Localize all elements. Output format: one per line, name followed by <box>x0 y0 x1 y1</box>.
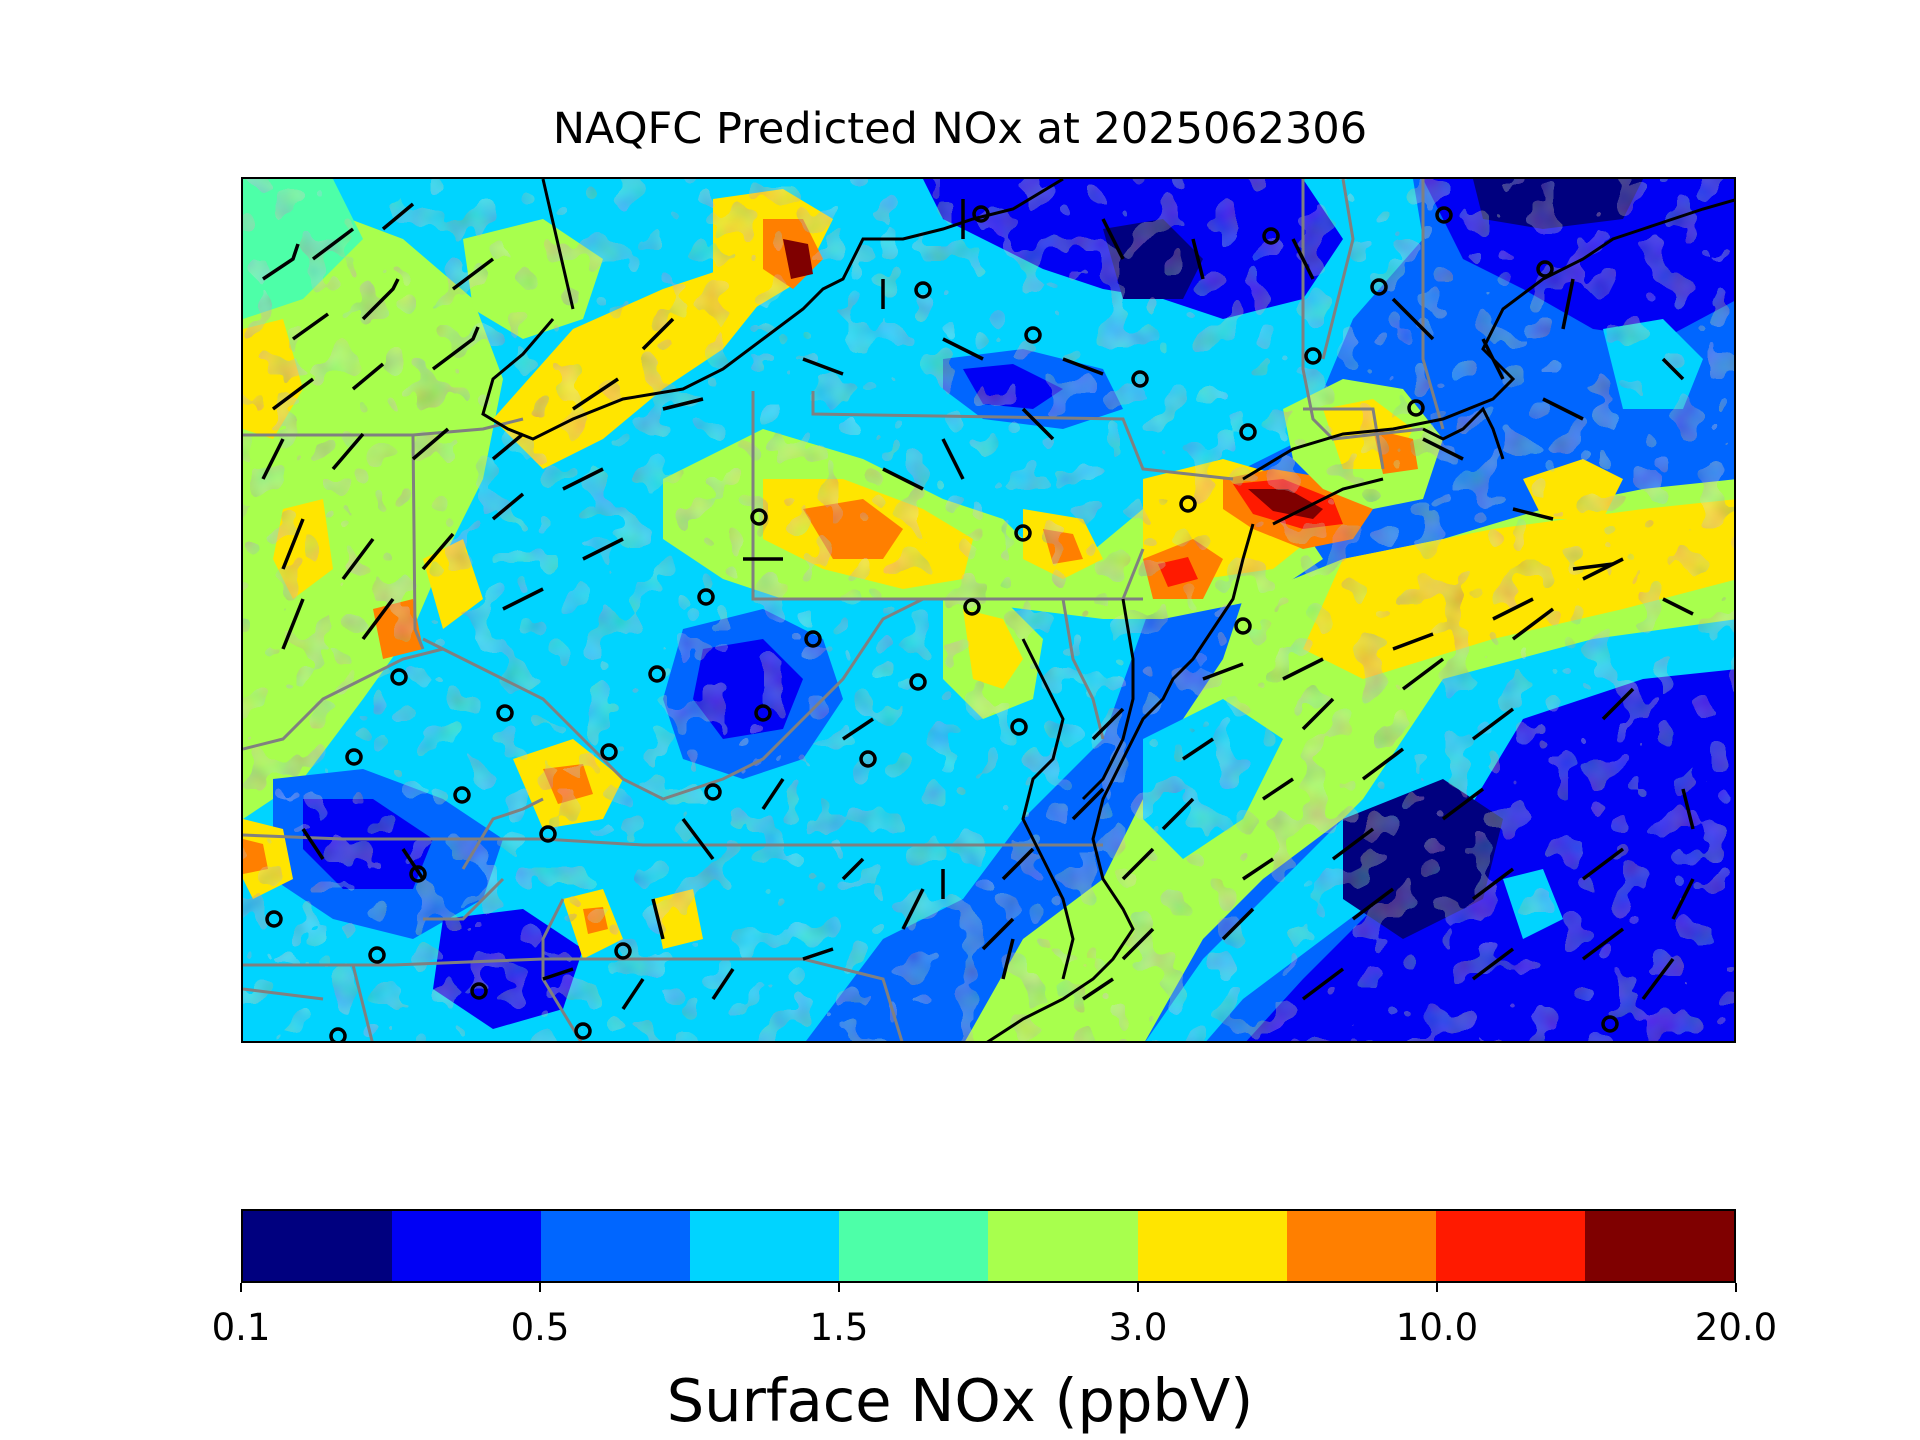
wind-barbs <box>261 199 1695 1010</box>
colorbar-swatch-1 <box>392 1211 542 1281</box>
station-circles <box>265 205 1619 1041</box>
colorbar-swatch-5 <box>988 1211 1138 1281</box>
colorbar-tick-mark <box>539 1283 541 1292</box>
colorbar-swatch-7 <box>1286 1211 1436 1281</box>
grid-texture <box>243 179 1734 1041</box>
colorbar-tick-label: 1.5 <box>809 1306 869 1349</box>
coastlines <box>481 179 1734 1041</box>
colorbar-tick-label: 0.5 <box>510 1306 570 1349</box>
nox-map <box>241 177 1736 1043</box>
chart-title: NAQFC Predicted NOx at 2025062306 <box>552 104 1368 154</box>
colorbar-tick-label: 10.0 <box>1395 1306 1479 1349</box>
colorbar-label: Surface NOx (ppbV) <box>666 1366 1254 1435</box>
colorbar-tick-mark <box>1735 1283 1737 1292</box>
colorbar-swatch-3 <box>690 1211 840 1281</box>
colorbar-swatch-6 <box>1137 1211 1287 1281</box>
colorbar-swatch-2 <box>541 1211 691 1281</box>
colorbar-tick-mark <box>1436 1283 1438 1292</box>
colorbar-tick-label: 20.0 <box>1694 1306 1778 1349</box>
colorbar-tick-mark <box>838 1283 840 1292</box>
colorbar-tick-label: 0.1 <box>211 1306 271 1349</box>
colorbar-swatch-0 <box>243 1211 393 1281</box>
colorbar-swatch-8 <box>1435 1211 1585 1281</box>
colorbar-tick-mark <box>1137 1283 1139 1292</box>
colorbar-swatch-4 <box>839 1211 989 1281</box>
colorbar-tick-label: 3.0 <box>1108 1306 1168 1349</box>
colorbar <box>241 1209 1736 1283</box>
map-canvas <box>243 179 1734 1041</box>
colorbar-swatch-9 <box>1584 1211 1734 1281</box>
colorbar-tick-mark <box>240 1283 242 1292</box>
